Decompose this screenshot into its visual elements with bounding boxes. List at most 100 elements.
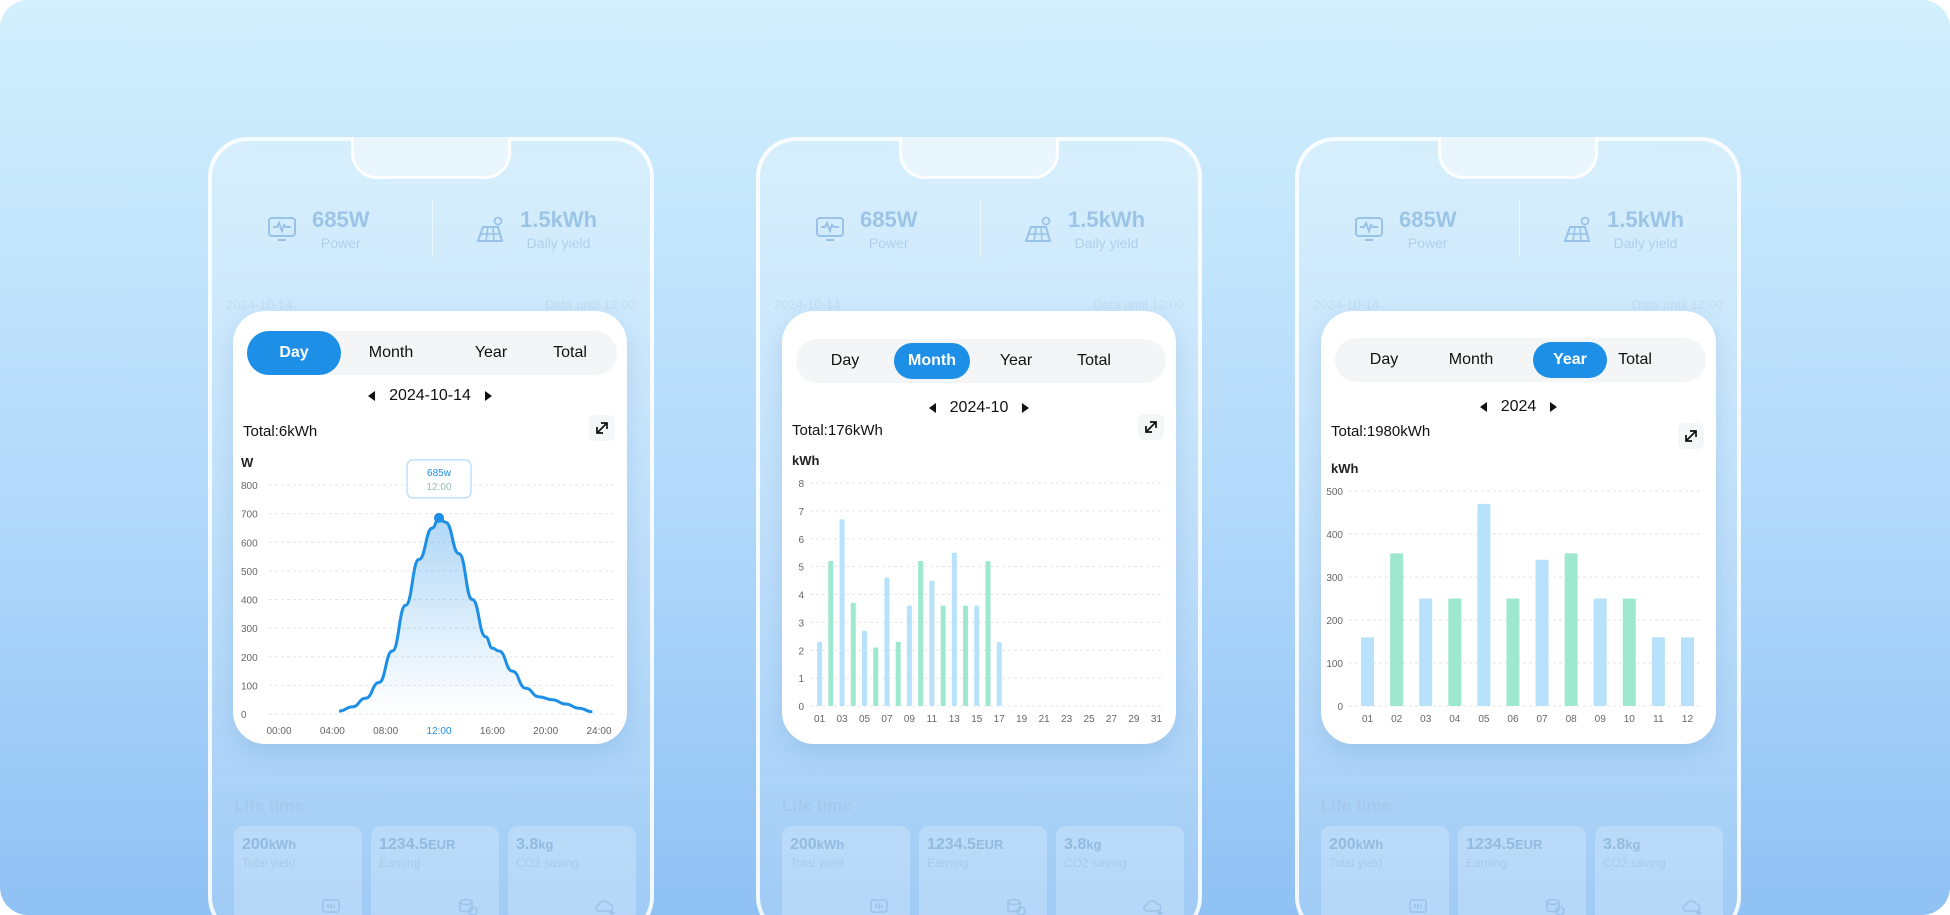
stat-divider xyxy=(1519,201,1520,257)
lifetime-number: 1234.5 xyxy=(1466,836,1515,853)
tab-total[interactable]: Total xyxy=(553,344,587,361)
y-tick-label: 100 xyxy=(1326,659,1343,670)
tab-day[interactable]: Day xyxy=(830,352,860,369)
expand-button[interactable] xyxy=(1678,423,1704,449)
highlight-point[interactable] xyxy=(434,512,444,523)
bar[interactable] xyxy=(817,641,823,706)
tab-day[interactable]: Day xyxy=(247,331,341,375)
bar[interactable] xyxy=(940,605,946,706)
lifetime-unit: EUR xyxy=(1514,837,1543,852)
bar[interactable] xyxy=(1651,637,1665,706)
tab-total[interactable]: Total xyxy=(1618,351,1652,368)
expand-icon xyxy=(596,422,608,434)
solar-panel-icon xyxy=(1024,216,1052,242)
next-arrow-icon[interactable] xyxy=(1022,402,1030,413)
bar[interactable] xyxy=(929,580,935,706)
bar[interactable] xyxy=(828,561,834,706)
y-tick-label: 0 xyxy=(241,710,247,721)
bar[interactable] xyxy=(1680,637,1694,706)
bar[interactable] xyxy=(985,561,991,706)
data-until-label: Data until 12:00 xyxy=(1631,297,1723,312)
prev-arrow-icon[interactable] xyxy=(1479,401,1487,412)
tab-year[interactable]: Year xyxy=(999,352,1033,369)
power-value: 685W xyxy=(860,207,918,232)
tab-month[interactable]: Month xyxy=(1448,351,1494,368)
chart-area: kWh 0 100 200 300 400 500 01 02 03 04 05 06 07 08 09 10 1… xyxy=(1321,457,1716,744)
bar[interactable] xyxy=(1419,598,1433,707)
bar[interactable] xyxy=(974,605,980,706)
tab-month[interactable]: Month xyxy=(894,343,970,379)
lifetime-label: CO2 saving xyxy=(516,856,579,870)
lifetime-unit: kg xyxy=(1086,837,1102,852)
tab-year[interactable]: Year xyxy=(1533,342,1607,378)
bar[interactable] xyxy=(963,605,969,706)
tab-total[interactable]: Total xyxy=(1077,352,1111,369)
y-tick-label: 800 xyxy=(241,481,258,492)
bar[interactable] xyxy=(1477,503,1491,706)
x-tick-label: 04:00 xyxy=(320,726,345,737)
lifetime-card: 200kWh Total yield xyxy=(1321,826,1449,915)
power-stat: 685W Power xyxy=(814,207,917,251)
next-arrow-icon[interactable] xyxy=(484,390,492,401)
bar[interactable] xyxy=(1535,559,1549,706)
bar[interactable] xyxy=(1361,637,1375,706)
lifetime-card: 200kWh Total yield xyxy=(234,826,362,915)
power-label: Power xyxy=(1407,235,1448,251)
x-tick-label: 09 xyxy=(1595,714,1607,725)
x-tick-label: 01 xyxy=(1362,714,1374,725)
y-axis-unit: W xyxy=(241,455,254,470)
bar[interactable] xyxy=(1506,598,1520,707)
daily-yield-label: Daily yield xyxy=(1613,235,1678,251)
bar[interactable] xyxy=(1390,553,1404,706)
bar[interactable] xyxy=(1622,598,1636,707)
bar[interactable] xyxy=(850,602,856,706)
coins-icon xyxy=(459,898,478,915)
lifetime-label: Total yield xyxy=(1329,856,1383,870)
bar[interactable] xyxy=(884,577,890,706)
power-stat: 685W Power xyxy=(266,207,369,251)
monitor-icon xyxy=(870,899,888,913)
bar[interactable] xyxy=(1448,598,1462,707)
prev-arrow-icon[interactable] xyxy=(368,390,376,401)
chart-card: Day Month Year Total 2024 Total:1980kWh kWh 0 10… xyxy=(1321,311,1716,744)
lifetime-title: Life time xyxy=(234,796,304,815)
bar[interactable] xyxy=(951,552,957,706)
bar[interactable] xyxy=(873,647,879,706)
x-tick-label: 07 xyxy=(881,714,893,725)
lifetime-label: Total yield xyxy=(790,856,844,870)
bar[interactable] xyxy=(906,605,912,706)
bar[interactable] xyxy=(918,561,924,706)
summary-date: 2024-10-14 xyxy=(1313,297,1380,312)
y-tick-label: 5 xyxy=(798,563,804,574)
bar[interactable] xyxy=(1593,598,1607,707)
daily-yield-stat: 1.5kWh Daily yield xyxy=(1561,207,1684,251)
power-monitor-icon xyxy=(816,217,844,241)
y-axis-unit: kWh xyxy=(1331,461,1359,476)
stat-divider xyxy=(980,201,981,257)
total-energy: Total:6kWh xyxy=(243,423,318,440)
lifetime-value: 1234.5EUR xyxy=(927,836,1003,854)
bar[interactable] xyxy=(862,630,868,706)
tab-day[interactable]: Day xyxy=(1369,351,1399,368)
bar[interactable] xyxy=(895,641,901,706)
bar[interactable] xyxy=(996,641,1002,706)
bar[interactable] xyxy=(839,519,845,706)
y-tick-label: 0 xyxy=(1337,702,1343,713)
y-tick-label: 7 xyxy=(798,507,804,518)
lifetime-title: Life time xyxy=(1321,796,1391,815)
y-tick-label: 4 xyxy=(798,591,804,602)
lifetime-value: 1234.5EUR xyxy=(379,836,455,854)
tab-month[interactable]: Month xyxy=(368,344,414,361)
tab-year[interactable]: Year xyxy=(474,344,508,361)
expand-button[interactable] xyxy=(589,415,615,441)
summary-date: 2024-10-14 xyxy=(226,297,293,312)
next-arrow-icon[interactable] xyxy=(1550,401,1558,412)
lifetime-unit: kWh xyxy=(816,837,845,852)
expand-button[interactable] xyxy=(1138,414,1164,440)
bar[interactable] xyxy=(1564,553,1578,706)
monitor-icon xyxy=(1409,899,1427,913)
x-tick-label: 13 xyxy=(949,714,961,725)
prev-arrow-icon[interactable] xyxy=(928,402,936,413)
x-tick-label: 11 xyxy=(927,714,938,725)
x-tick-label: 01 xyxy=(814,714,826,725)
